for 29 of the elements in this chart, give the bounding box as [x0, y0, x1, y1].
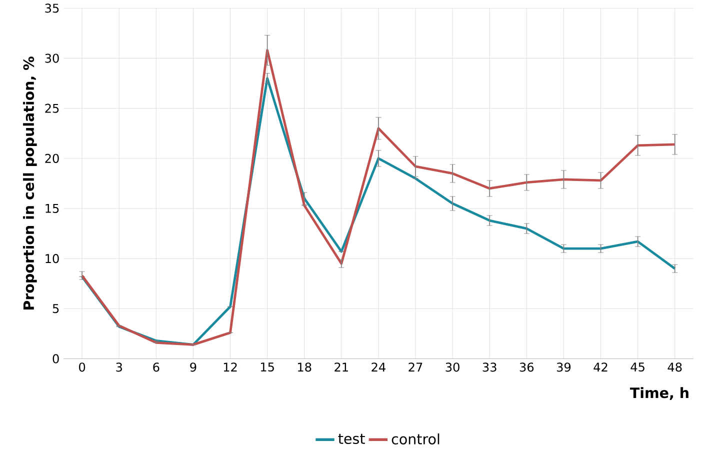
- x-tick-label: 9: [190, 362, 196, 372]
- x-tick-label: 42: [594, 362, 608, 372]
- x-tick-label: 3: [116, 362, 122, 372]
- y-tick-label: 25: [45, 104, 59, 113]
- x-tick-label: 24: [372, 362, 386, 372]
- y-tick-label: 15: [46, 204, 59, 213]
- x-tick-label: 21: [334, 362, 348, 372]
- x-axis-title: Time, h: [630, 387, 688, 400]
- y-axis-title: Proportion in cell population, %: [23, 56, 37, 310]
- x-tick-label: 6: [153, 362, 160, 372]
- x-tick-label: 48: [668, 362, 682, 372]
- x-tick-label: 15: [260, 362, 274, 372]
- x-tick-label: 45: [630, 362, 644, 372]
- x-tick-label: 30: [446, 362, 460, 372]
- y-tick-label: 20: [45, 154, 59, 163]
- x-tick-label: 36: [520, 362, 534, 372]
- x-tick-label: 12: [224, 362, 237, 372]
- x-tick-label: 27: [408, 362, 422, 372]
- y-tick-label: 35: [45, 4, 59, 13]
- x-tick-label: 33: [482, 362, 496, 372]
- y-tick-label: 5: [52, 304, 59, 314]
- x-tick-label: 0: [79, 362, 86, 372]
- x-tick-label: 18: [298, 362, 312, 372]
- y-tick-label: 30: [45, 54, 59, 63]
- legend-label: test: [338, 434, 365, 444]
- legend-label: control: [392, 433, 440, 444]
- x-tick-label: 39: [556, 362, 571, 372]
- y-tick-label: 0: [52, 354, 59, 364]
- y-tick-label: 10: [46, 254, 59, 264]
